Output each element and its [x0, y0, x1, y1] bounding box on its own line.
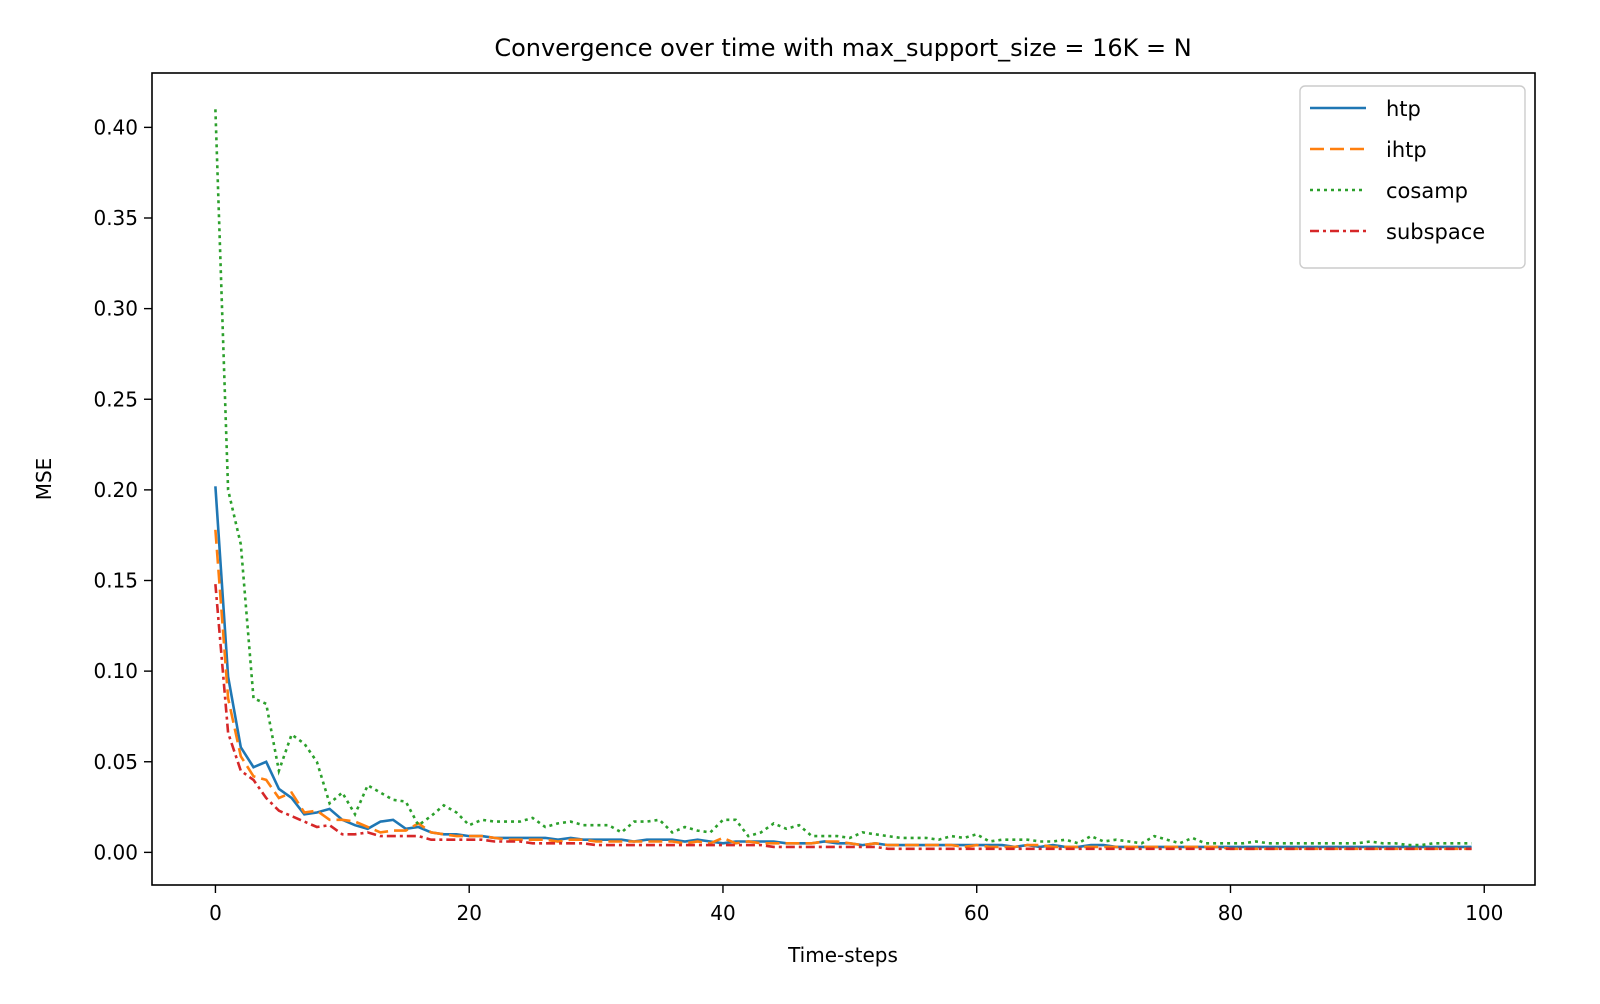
y-axis-label: MSE [32, 458, 56, 501]
series-line-cosamp [214, 109, 1472, 847]
legend-label-cosamp: cosamp [1386, 179, 1468, 203]
series-line-subspace [214, 583, 1472, 851]
y-tick-label: 0.40 [93, 115, 138, 139]
y-tick-label: 0.30 [93, 297, 138, 321]
y-tick-label: 0.05 [93, 750, 138, 774]
series-line-htp [214, 486, 1472, 849]
y-tick-label: 0.25 [93, 387, 138, 411]
y-axis: 0.00 0.05 0.10 0.15 0.20 0.25 0.30 0.35 0.40 [93, 115, 152, 864]
legend-box [1299, 85, 1526, 269]
series-line-ihtp [214, 529, 1472, 851]
y-tick-label: 0.10 [93, 659, 138, 683]
y-tick-label: 0.00 [93, 840, 138, 864]
y-tick-label: 0.20 [93, 478, 138, 502]
legend-label-ihtp: ihtp [1386, 138, 1427, 162]
x-axis-label: Time-steps [787, 943, 898, 967]
x-tick-label: 20 [456, 901, 481, 925]
x-tick-label: 60 [964, 901, 989, 925]
legend-label-subspace: subspace [1386, 220, 1485, 244]
legend-label-htp: htp [1386, 97, 1421, 121]
series-layer [214, 109, 1472, 851]
y-tick-label: 0.15 [93, 569, 138, 593]
chart-title: Convergence over time with max_support_s… [494, 34, 1191, 62]
x-tick-label: 0 [209, 901, 222, 925]
y-tick-label: 0.35 [93, 206, 138, 230]
x-tick-label: 40 [710, 901, 735, 925]
plot-frame [151, 72, 1536, 886]
x-axis: 0 20 40 60 80 100 [209, 885, 1503, 925]
x-tick-label: 80 [1218, 901, 1243, 925]
legend: htp ihtp cosamp subspace [1299, 85, 1526, 269]
x-tick-label: 100 [1465, 901, 1503, 925]
